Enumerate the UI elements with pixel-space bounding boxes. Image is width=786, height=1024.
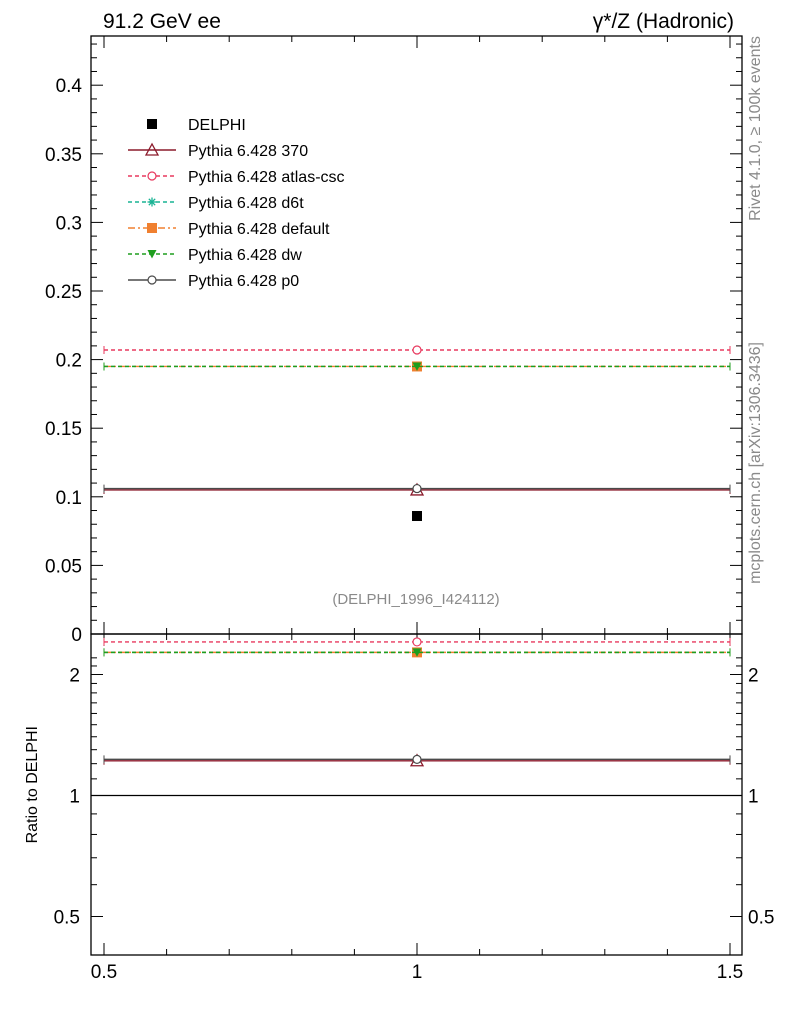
legend-label-pythia-6-428-default: Pythia 6.428 default <box>188 221 330 238</box>
legend-marker-pythia-6-428-atlas-csc <box>147 171 157 181</box>
header-left-title: 91.2 GeV ee <box>103 10 221 33</box>
y-tick-label: 0.3 <box>56 213 82 234</box>
ratio-ylabel: Ratio to DELPHI <box>24 726 41 843</box>
ratio-y-tick-label: 1 <box>69 787 80 808</box>
legend-label-pythia-6-428-370: Pythia 6.428 370 <box>188 143 308 160</box>
legend-entry-pythia-6-428-p0: Pythia 6.428 p0 <box>128 273 299 290</box>
y-tick-label: 0.15 <box>45 419 82 440</box>
x-tick-label: 1 <box>412 962 423 983</box>
legend-entry-delphi: DELPHI <box>147 117 246 134</box>
rivet-version-label: Rivet 4.1.0, ≥ 100k events <box>747 36 764 221</box>
ratio-y-tick-label: 0.5 <box>54 908 80 929</box>
legend-label-delphi: DELPHI <box>188 117 246 134</box>
ratio-y-tick-label-right: 1 <box>748 787 759 808</box>
data-point-pythia-6-428-dw <box>412 362 422 371</box>
y-tick-label: 0.25 <box>45 282 82 303</box>
legend-entry-pythia-6-428-atlas-csc: Pythia 6.428 atlas-csc <box>128 169 345 186</box>
legend-marker-pythia-6-428-default <box>147 223 157 233</box>
analysis-label: (DELPHI_1996_I424112) <box>332 591 499 608</box>
main-plot-panel: 0 0.05 0.1 0.15 0.2 0.25 0.3 0.35 0.4 <box>45 35 743 646</box>
y-tick-label: 0.2 <box>56 351 82 372</box>
ratio-y-tick-label-right: 2 <box>748 665 759 686</box>
legend-label-pythia-6-428-d6t: Pythia 6.428 d6t <box>188 195 304 212</box>
x-tick-label: 0.5 <box>91 962 117 983</box>
data-point-pythia-6-428-atlas-csc <box>412 345 422 355</box>
ratio-point-pythia-6-428-p0 <box>412 754 422 764</box>
header-right-title: γ*/Z (Hadronic) <box>593 10 734 33</box>
legend-marker-pythia-6-428-370 <box>144 142 160 156</box>
legend-entry-pythia-6-428-d6t: Pythia 6.428 d6t <box>128 195 304 212</box>
legend-marker-pythia-6-428-p0 <box>147 275 157 285</box>
legend-entry-pythia-6-428-dw: Pythia 6.428 dw <box>128 247 302 264</box>
legend: DELPHI Pythia 6.428 370 Pythia 6.428 atlas… <box>128 117 345 290</box>
y-tick-label: 0 <box>71 625 82 646</box>
legend-entry-pythia-6-428-370: Pythia 6.428 370 <box>128 142 308 160</box>
ratio-y-tick-label-right: 0.5 <box>748 908 774 929</box>
legend-label-pythia-6-428-dw: Pythia 6.428 dw <box>188 247 302 264</box>
x-tick-label: 1.5 <box>717 962 743 983</box>
ratio-plot-frame <box>90 633 743 956</box>
y-tick-label: 0.4 <box>56 76 83 97</box>
ratio-point-pythia-6-428-atlas-csc <box>412 637 422 647</box>
y-tick-label: 0.05 <box>45 556 82 577</box>
legend-marker-pythia-6-428-d6t <box>147 197 157 207</box>
y-tick-label: 0.1 <box>56 488 82 509</box>
legend-label-pythia-6-428-atlas-csc: Pythia 6.428 atlas-csc <box>188 169 345 186</box>
ratio-point-pythia-6-428-dw <box>412 648 422 657</box>
legend-label-pythia-6-428-p0: Pythia 6.428 p0 <box>188 273 299 290</box>
legend-marker-delphi <box>147 119 157 129</box>
legend-entry-pythia-6-428-default: Pythia 6.428 default <box>128 221 330 238</box>
mcplots-label: mcplots.cern.ch [arXiv:1306.3436] <box>747 342 764 584</box>
y-tick-label: 0.35 <box>45 145 82 166</box>
legend-marker-pythia-6-428-dw <box>147 250 157 259</box>
data-point-pythia-6-428-p0 <box>412 483 422 494</box>
ratio-y-tick-label: 2 <box>69 665 80 686</box>
ratio-plot-panel: 0.5 0.5 1 1 2 2 0.5 1 1.5 <box>54 633 774 983</box>
data-point-delphi <box>412 511 422 522</box>
